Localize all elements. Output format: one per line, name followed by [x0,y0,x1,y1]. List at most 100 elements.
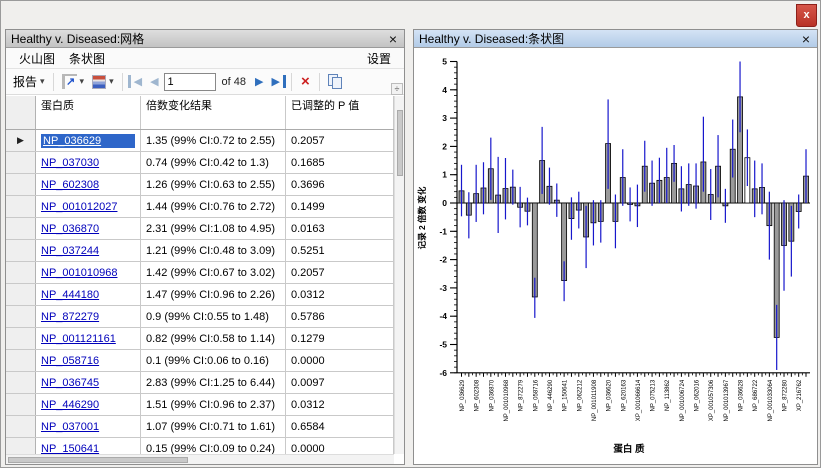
p-value-cell: 0.5251 [286,240,394,261]
x-tick-label: NP_620163 [621,379,627,411]
col-header-fold-change[interactable]: 倍数变化结果 [141,96,286,129]
y-tick-label: 2 [442,141,447,151]
row-selector-cell[interactable] [6,306,36,327]
p-value-cell: 0.5786 [286,306,394,327]
x-tick-label: NP_036870 [489,379,495,411]
table-row[interactable]: NP_0010120271.44 (99% CI:0.76 to 2.72)0.… [6,196,394,218]
barchart-window-title: Healthy v. Diseased:条状图 [419,30,800,47]
y-tick-label: -5 [439,340,447,350]
table-row[interactable]: NP_037244 1.21 (99% CI:0.48 to 3.09)0.525… [6,240,394,262]
journal-dropdown-button[interactable]: ↗ ▾ [59,72,88,91]
protein-link[interactable]: NP_001121161 [41,333,116,345]
y-tick-label: -6 [439,368,447,378]
row-selector-cell[interactable] [6,174,36,195]
protein-link[interactable]: NP_037001 [41,421,99,433]
x-tick-label: NP_602308 [475,379,481,411]
y-tick-label: 5 [442,57,447,67]
protein-link[interactable]: NP_444180 [41,289,99,301]
last-record-button[interactable]: ▶ [268,75,285,88]
col-header-p-value[interactable]: 已调整的 P 值 [286,96,394,129]
x-tick-label: NP_001033064 [768,379,774,421]
protein-grid: 蛋白质 倍数变化结果 已调整的 P 值 ▶ NP_036629 1.35 (99% … [6,96,404,464]
row-selector-cell[interactable] [6,196,36,217]
row-selector-cell[interactable] [6,284,36,305]
menu-settings[interactable]: 设置 [360,48,398,69]
fold-change-cell: 1.51 (99% CI:0.96 to 2.37) [141,394,286,415]
fold-change-cell: 1.35 (99% CI:0.72 to 2.55) [141,130,286,151]
app-close-button[interactable]: x [796,4,817,27]
table-row[interactable]: NP_4441801.47 (99% CI:0.96 to 2.26)0.031… [6,284,394,306]
chevron-down-icon: ▾ [40,76,45,87]
barchart-close-icon[interactable]: × [800,32,812,46]
table-row[interactable]: NP_1506410.15 (99% CI:0.09 to 0.24)0.000… [6,438,394,454]
heatmap-dropdown-button[interactable]: ▾ [89,73,117,91]
row-selector-cell[interactable] [6,350,36,371]
table-row[interactable]: NP_0010109681.42 (99% CI:0.67 to 3.02)0.… [6,262,394,284]
row-selector-cell[interactable] [6,218,36,239]
row-selector-cell[interactable] [6,152,36,173]
report-dropdown-button[interactable]: 报告 ▾ [10,71,48,92]
protein-link[interactable]: NP_001012027 [41,201,117,213]
fold-change-cell: 2.83 (99% CI:1.25 to 6.44) [141,372,286,393]
grid-titlebar[interactable]: Healthy v. Diseased:网格 × [6,30,404,48]
barchart-titlebar[interactable]: Healthy v. Diseased:条状图 × [414,30,817,48]
row-selector-cell[interactable] [6,394,36,415]
x-tick-label: NP_036628 [739,379,745,411]
col-header-protein[interactable]: 蛋白质 [36,96,141,129]
row-marker-icon[interactable]: ▶ [6,130,36,151]
x-tick-label: XP_216762 [797,379,803,411]
table-row[interactable]: NP_0587160.1 (99% CI:0.06 to 0.16)0.0000 [6,350,394,372]
grid-close-icon[interactable]: × [387,32,399,46]
previous-record-button[interactable]: ◀ [147,75,161,88]
table-row[interactable]: ▶NP_0366291.35 (99% CI:0.72 to 2.55)0.20… [6,130,394,152]
row-selector-cell[interactable] [6,372,36,393]
protein-link[interactable]: NP_446290 [41,399,99,411]
protein-link[interactable]: NP_150641 [41,443,99,455]
y-tick-label: -4 [439,311,447,321]
table-row[interactable]: NP_0370011.07 (99% CI:0.71 to 1.61)0.658… [6,416,394,438]
table-row[interactable]: NP_0370300.74 (99% CI:0.42 to 1.3)0.1685 [6,152,394,174]
p-value-cell: 0.1279 [286,328,394,349]
y-tick-label: -2 [439,255,447,265]
fold-change-cell: 0.15 (99% CI:0.09 to 0.24) [141,438,286,454]
row-selector-cell[interactable] [6,328,36,349]
table-row[interactable]: NP_0367452.83 (99% CI:1.25 to 6.44)0.009… [6,372,394,394]
p-value-cell: 0.1499 [286,196,394,217]
protein-link[interactable]: NP_036870 [41,223,99,235]
horizontal-scrollbar[interactable] [6,454,394,464]
y-tick-label: 3 [442,113,447,123]
protein-link[interactable]: NP_036629 [41,134,135,148]
protein-link[interactable]: NP_001010968 [41,267,117,279]
row-selector-cell[interactable] [6,438,36,454]
delete-button[interactable]: × [297,73,314,90]
protein-link[interactable]: NP_058716 [41,355,99,367]
protein-cell: NP_872279 [36,306,141,327]
protein-link[interactable]: NP_602308 [41,179,99,191]
vertical-scrollbar-thumb[interactable] [397,110,403,176]
table-row[interactable]: NP_0011211610.82 (99% CI:0.58 to 1.14)0.… [6,328,394,350]
barchart-area: -6-5-4-3-2-1012345NP_036629NP_602308NP_0… [414,48,817,464]
record-number-input[interactable] [164,73,216,91]
horizontal-scrollbar-thumb[interactable] [8,457,188,463]
menu-bar-chart[interactable]: 条状图 [62,48,112,69]
protein-link[interactable]: NP_037030 [41,157,99,169]
table-row[interactable]: NP_6023081.26 (99% CI:0.63 to 2.55)0.369… [6,174,394,196]
copy-icon[interactable] [328,74,342,89]
next-record-button[interactable]: ▶ [252,75,266,88]
protein-link[interactable]: NP_037244 [41,245,99,257]
table-row[interactable]: NP_8722790.9 (99% CI:0.55 to 1.48)0.5786 [6,306,394,328]
row-selector-cell[interactable] [6,416,36,437]
table-row[interactable]: NP_4462901.51 (99% CI:0.96 to 2.37)0.031… [6,394,394,416]
scrollbar-split-button[interactable]: ÷ [391,83,403,95]
row-selector-cell[interactable] [6,262,36,283]
x-tick-label: NP_150641 [563,379,569,411]
row-selector-cell[interactable] [6,240,36,261]
table-row[interactable]: NP_0368702.31 (99% CI:1.08 to 4.95)0.016… [6,218,394,240]
protein-link[interactable]: NP_036745 [41,377,99,389]
menu-volcano-plot[interactable]: 火山图 [12,48,62,69]
first-record-button[interactable]: ◀ [128,75,145,88]
fold-change-cell: 1.21 (99% CI:0.48 to 3.09) [141,240,286,261]
protein-cell: NP_037244 [36,240,141,261]
protein-link[interactable]: NP_872279 [41,311,99,323]
vertical-scrollbar[interactable] [394,96,404,454]
